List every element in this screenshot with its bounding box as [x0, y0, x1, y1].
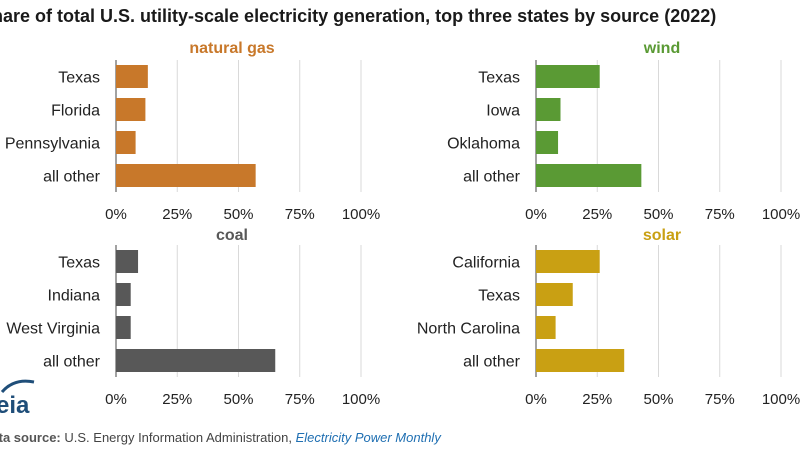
coal-x-tick-label: 0% [105, 391, 127, 408]
coal-bar [116, 316, 131, 339]
solar-x-tick-label: 50% [643, 391, 673, 408]
wind-bar [536, 98, 561, 121]
coal-x-tick-label: 25% [162, 391, 192, 408]
solar-bar [536, 316, 556, 339]
source-link[interactable]: Electricity Power Monthly [295, 430, 441, 445]
eia-logo-swoosh-icon [0, 379, 35, 394]
wind-bar [536, 131, 559, 154]
solar-x-tick-label: 25% [582, 391, 612, 408]
natural-gas-bar [116, 65, 148, 88]
natural-gas-x-tick-label: 75% [285, 206, 315, 223]
chart-title: Share of total U.S. utility-scale electr… [0, 6, 717, 26]
solar-bar [536, 283, 573, 306]
wind-bar [536, 65, 600, 88]
natural-gas-panel-title: natural gas [189, 40, 274, 57]
coal-bar [116, 250, 139, 273]
solar-category-label: Texas [478, 288, 520, 305]
natural-gas-bar [116, 131, 136, 154]
wind-x-tick-label: 100% [762, 206, 800, 223]
coal-category-label: all other [43, 354, 101, 371]
eia-logo: eia [0, 392, 29, 420]
solar-x-tick-label: 0% [525, 391, 547, 408]
source-text: U.S. Energy Information Administration, [64, 430, 292, 445]
wind-category-label: all other [463, 169, 521, 186]
solar-bar [536, 349, 625, 372]
natural-gas-x-tick-label: 25% [162, 206, 192, 223]
coal-category-label: Texas [58, 255, 100, 272]
natural-gas-category-label: Pennsylvania [5, 136, 100, 153]
wind-x-tick-label: 50% [643, 206, 673, 223]
coal-category-label: Indiana [48, 288, 101, 305]
solar-x-tick-label: 100% [762, 391, 800, 408]
coal-x-tick-label: 100% [342, 391, 380, 408]
natural-gas-bar [116, 98, 146, 121]
coal-panel-title: coal [216, 227, 248, 244]
natural-gas-category-label: Texas [58, 70, 100, 87]
wind-x-tick-label: 75% [705, 206, 735, 223]
coal-bar [116, 349, 276, 372]
wind-bar [536, 164, 642, 187]
coal-x-tick-label: 75% [285, 391, 315, 408]
solar-panel-title: solar [643, 227, 681, 244]
wind-category-label: Iowa [486, 103, 520, 120]
wind-category-label: Texas [478, 70, 520, 87]
wind-x-tick-label: 25% [582, 206, 612, 223]
natural-gas-category-label: all other [43, 169, 101, 186]
coal-x-tick-label: 50% [223, 391, 253, 408]
solar-category-label: North Carolina [417, 321, 520, 338]
wind-panel-title: wind [643, 40, 680, 57]
coal-category-label: West Virginia [6, 321, 100, 338]
natural-gas-x-tick-label: 50% [223, 206, 253, 223]
source-note: Data source: U.S. Energy Information Adm… [0, 430, 441, 445]
wind-category-label: Oklahoma [447, 136, 520, 153]
source-label: Data source: [0, 430, 61, 445]
natural-gas-x-tick-label: 0% [105, 206, 127, 223]
wind-x-tick-label: 0% [525, 206, 547, 223]
natural-gas-category-label: Florida [51, 103, 100, 120]
eia-logo-text: eia [0, 392, 30, 419]
coal-bar [116, 283, 131, 306]
natural-gas-bar [116, 164, 256, 187]
natural-gas-x-tick-label: 100% [342, 206, 380, 223]
solar-category-label: all other [463, 354, 521, 371]
solar-category-label: California [452, 255, 520, 272]
solar-x-tick-label: 75% [705, 391, 735, 408]
solar-bar [536, 250, 600, 273]
